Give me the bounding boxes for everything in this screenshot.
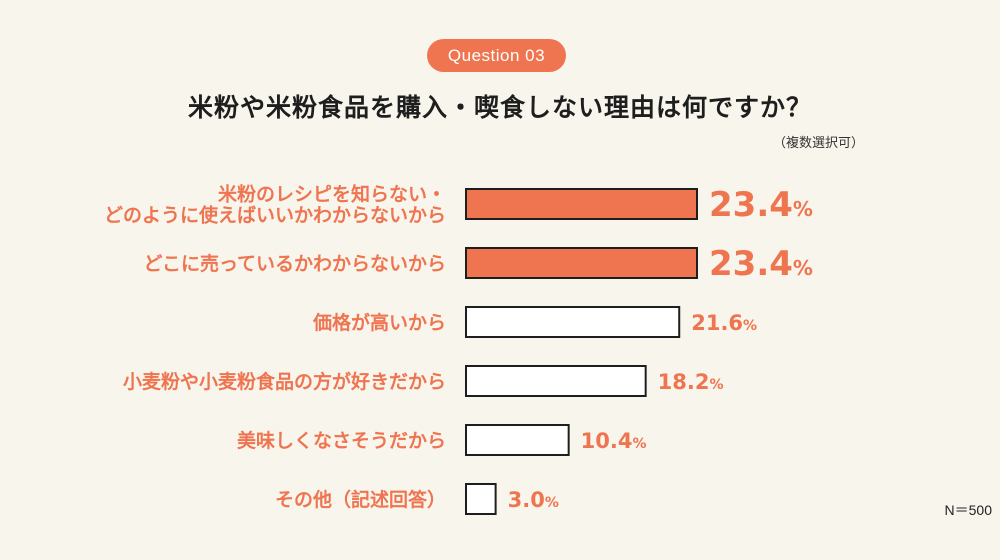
value-label: 10.4% <box>581 429 647 453</box>
bar <box>465 365 647 397</box>
category-label: どこに売っているかわからないから <box>144 252 446 275</box>
bar <box>465 306 681 338</box>
bar <box>465 188 698 220</box>
bar <box>465 483 497 515</box>
category-label: その他（記述回答） <box>275 488 446 511</box>
sample-size-label: N＝500 <box>944 502 992 518</box>
bar <box>465 424 570 456</box>
category-label: 美味しくなさそうだから <box>237 429 446 452</box>
category-label: 小麦粉や小麦粉食品の方が好きだから <box>123 370 446 393</box>
chart-title: 米粉や米粉食品を購入・喫食しない理由は何ですか？ <box>187 93 812 122</box>
bar <box>465 247 698 279</box>
value-label: 18.2% <box>658 370 724 394</box>
value-label: 21.6% <box>691 311 757 335</box>
category-label: 価格が高いから <box>312 311 446 334</box>
category-label: 米粉のレシピを知らない・ <box>218 183 446 206</box>
chart-subtitle: （複数選択可） <box>772 136 864 151</box>
value-label: 23.4% <box>709 185 813 225</box>
value-label: 3.0% <box>508 488 559 512</box>
value-label: 23.4% <box>709 244 813 284</box>
category-label: どのように使えばいいかわからないから <box>104 205 446 227</box>
question-badge: Question 03 <box>427 39 566 72</box>
